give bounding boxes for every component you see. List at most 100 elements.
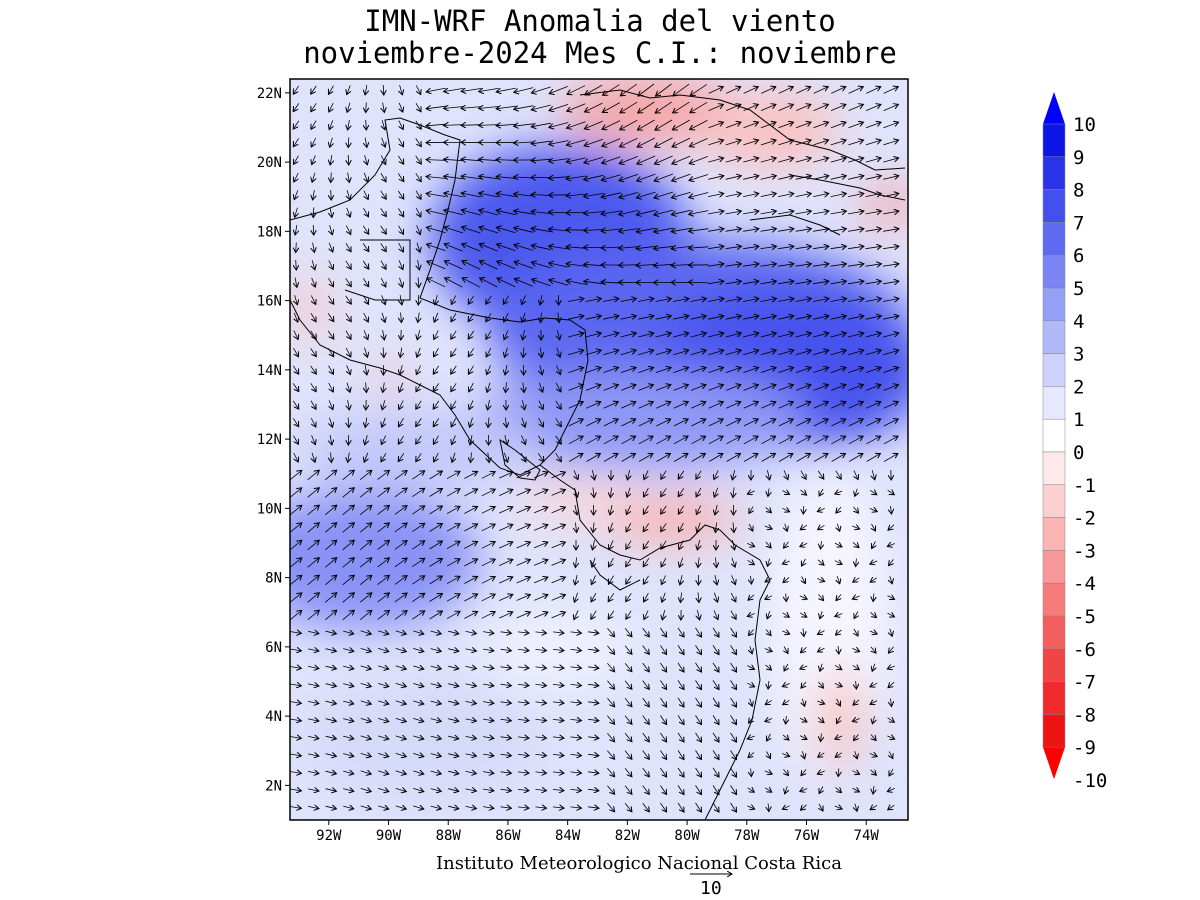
wind-vector: [586, 454, 601, 462]
wind-vector: [497, 244, 516, 252]
wind-vector: [708, 229, 724, 232]
wind-vector: [848, 367, 863, 373]
wind-vector: [592, 470, 594, 480]
colorbar-max-arrow: [1043, 92, 1065, 124]
wind-vector: [365, 155, 368, 165]
wind-vector: [401, 312, 402, 323]
wind-vector: [433, 435, 439, 445]
wind-vector: [725, 316, 742, 319]
wind-vector: [567, 121, 586, 128]
wind-vector: [451, 348, 457, 356]
wind-vector: [488, 400, 490, 410]
wind-vector: [620, 333, 637, 338]
wind-vector: [584, 174, 604, 179]
wind-vector: [732, 540, 734, 550]
colorbar-label: 10: [1073, 114, 1096, 136]
lon-tick-label: 82W: [615, 828, 641, 844]
wind-vector: [743, 211, 759, 214]
colorbar-label: 6: [1073, 245, 1084, 267]
wind-vector: [499, 489, 513, 496]
wind-vector: [452, 435, 456, 444]
wind-vector: [836, 506, 841, 513]
wind-vector: [516, 542, 531, 549]
wind-vector: [610, 505, 612, 515]
wind-vector: [725, 140, 741, 146]
wind-vector: [523, 382, 524, 393]
wind-vector: [394, 488, 407, 498]
wind-vector: [848, 333, 864, 338]
colorbar-segment: [1042, 615, 1066, 650]
colorbar-segment: [1042, 222, 1066, 256]
wind-vector: [743, 281, 759, 284]
wind-vector: [643, 505, 649, 515]
wind-vector: [865, 122, 881, 129]
wind-vector: [382, 137, 386, 147]
wind-vector: [451, 330, 457, 339]
wind-vector: [743, 229, 759, 232]
wind-vector: [796, 436, 810, 445]
wind-vector: [725, 281, 742, 284]
wind-vector: [451, 383, 457, 391]
wind-vector: [813, 158, 828, 163]
wind-vector: [691, 419, 705, 427]
wind-vector: [514, 245, 534, 251]
wind-vector: [760, 350, 776, 356]
wind-vector: [346, 225, 350, 235]
wind-vector: [813, 402, 829, 409]
colorbar-segment: [1042, 681, 1066, 715]
wind-vector: [412, 506, 424, 515]
wind-vector: [602, 102, 620, 113]
wind-vector: [760, 158, 776, 163]
wind-vector: [778, 87, 794, 94]
wind-vector: [516, 490, 531, 496]
wind-vector: [365, 85, 367, 95]
wind-vector: [381, 435, 385, 445]
lon-tick-label: 86W: [495, 828, 521, 844]
wind-vector: [331, 172, 332, 183]
wind-vector: [795, 385, 811, 391]
wind-vector: [347, 207, 351, 217]
wind-vector: [418, 312, 420, 323]
lon-tick-label: 92W: [316, 828, 342, 844]
wind-vector: [574, 470, 578, 479]
wind-vector: [708, 419, 723, 427]
wind-vector: [416, 435, 422, 444]
wind-vector: [469, 382, 474, 392]
wind-vector: [636, 246, 656, 248]
wind-vector: [602, 138, 621, 147]
wind-vector: [733, 522, 734, 533]
wind-vector: [760, 333, 777, 338]
wind-vector: [549, 122, 569, 128]
wind-vector: [433, 383, 440, 391]
wind-vector: [325, 505, 336, 516]
wind-vector: [566, 281, 586, 285]
wind-vector: [848, 454, 863, 462]
latitude-axis: 22N 20N 18N 16N 14N 12N 10N 8N 6N 4N 2N: [257, 86, 290, 794]
wind-vector: [848, 316, 864, 319]
wind-vector: [760, 140, 776, 146]
wind-vector: [766, 541, 771, 548]
wind-vector: [725, 193, 742, 196]
wind-vector: [444, 261, 463, 270]
wind-vector: [479, 107, 499, 109]
wind-vector: [380, 172, 386, 182]
wind-vector: [883, 104, 899, 111]
wind-vector: [568, 436, 583, 445]
wind-vector: [725, 350, 741, 356]
wind-vector: [654, 191, 674, 198]
wind-vector: [778, 367, 793, 373]
wind-vector: [290, 558, 302, 568]
wind-vector: [325, 470, 336, 481]
wind-vector: [855, 488, 858, 497]
wind-vector: [795, 229, 812, 232]
wind-vector: [883, 367, 898, 373]
wind-vector: [363, 207, 369, 217]
wind-vector: [690, 367, 706, 373]
wind-vector: [813, 316, 829, 319]
wind-vector: [461, 89, 481, 92]
wind-vector: [654, 209, 674, 215]
wind-vector: [444, 88, 464, 91]
wind-vector: [397, 208, 403, 216]
wind-vector: [523, 330, 525, 340]
wind-vector: [760, 246, 777, 248]
